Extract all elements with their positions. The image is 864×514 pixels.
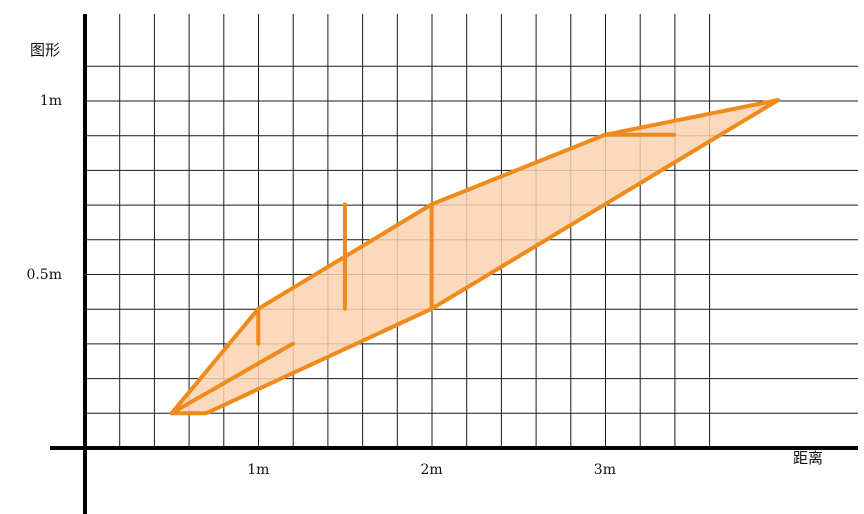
- axes: [50, 14, 858, 514]
- x-axis-label: 距离: [793, 449, 823, 467]
- x-tick-label: 3m: [594, 462, 616, 478]
- shape-inner-lines: [169, 132, 677, 416]
- x-tick-label: 1m: [247, 462, 269, 478]
- y-tick-label: 1m: [40, 93, 62, 109]
- shape-area: [169, 98, 781, 416]
- y-axis-label: 图形: [30, 41, 60, 59]
- tick-labels: 1m 2m 3m 0.5m 1m: [26, 93, 616, 478]
- y-tick-label: 0.5m: [26, 267, 62, 283]
- shape-inner-segment: [169, 341, 295, 416]
- x-tick-label: 2m: [421, 462, 443, 478]
